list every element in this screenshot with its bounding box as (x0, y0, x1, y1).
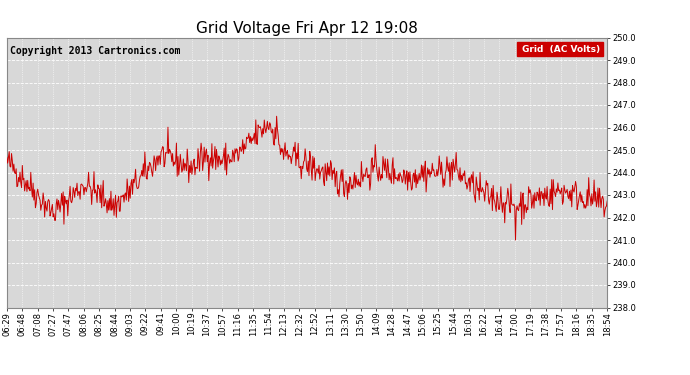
Text: Copyright 2013 Cartronics.com: Copyright 2013 Cartronics.com (10, 46, 180, 56)
Title: Grid Voltage Fri Apr 12 19:08: Grid Voltage Fri Apr 12 19:08 (196, 21, 418, 36)
Legend: Grid  (AC Volts): Grid (AC Volts) (518, 42, 602, 56)
